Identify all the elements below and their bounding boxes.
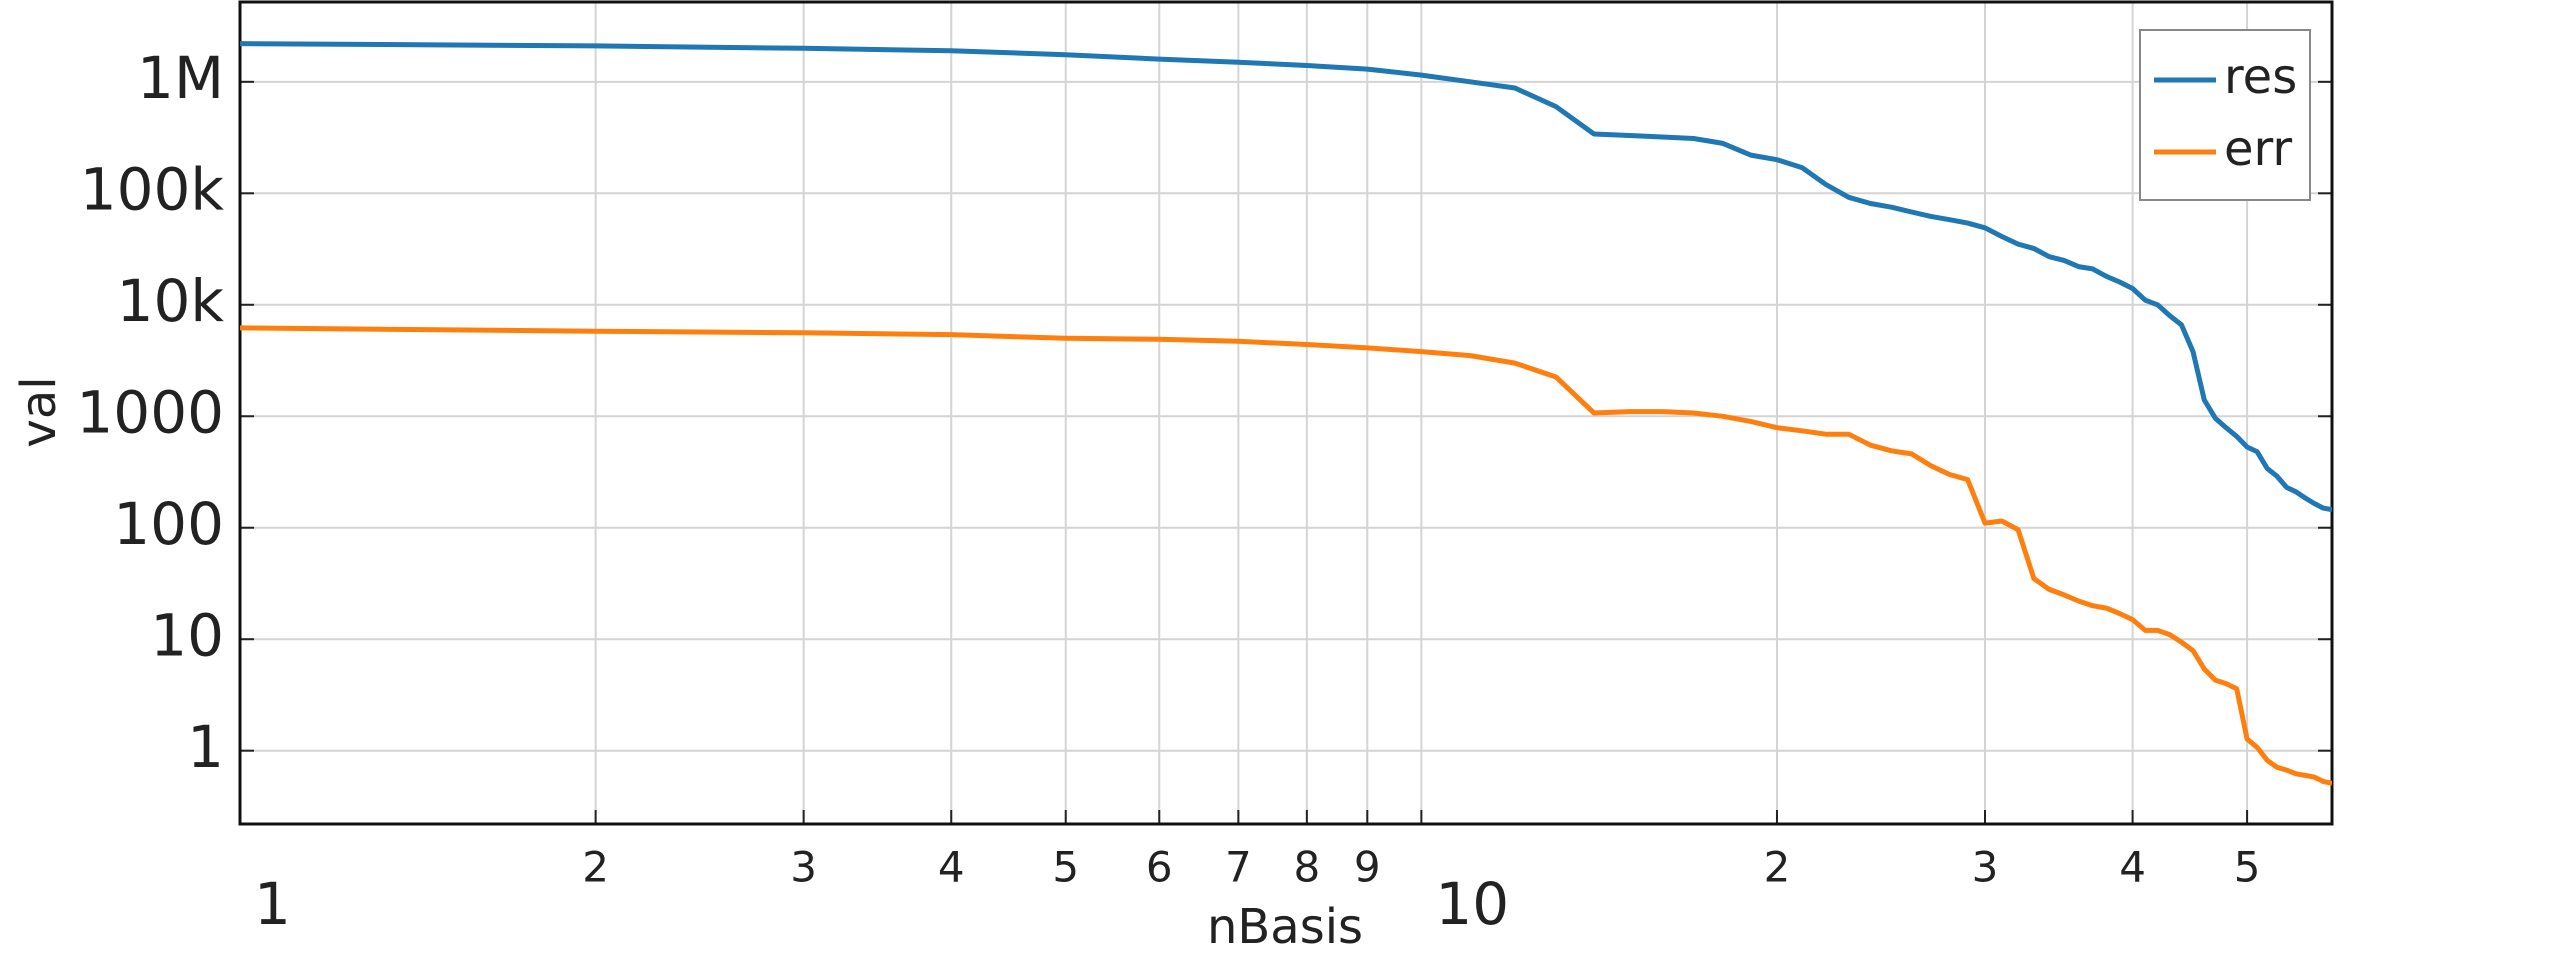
line-series	[240, 41, 2332, 513]
y-tick-label: 100	[113, 490, 224, 558]
x-tick-label: 1	[254, 870, 291, 938]
x-tick-label: 5	[1052, 843, 1079, 892]
y-tick-label: 1	[187, 713, 224, 781]
y-tick-label: 100k	[80, 155, 225, 223]
line-series	[240, 325, 2332, 786]
y-tick-label: 1M	[137, 44, 224, 112]
x-tick-label: 4	[2119, 843, 2146, 892]
legend-box	[2139, 29, 2311, 201]
x-tick-label: 3	[1972, 843, 1999, 892]
x-tick-label: 2	[582, 843, 609, 892]
x-tick-label: 10	[1435, 870, 1509, 938]
x-tick-label: 8	[1294, 843, 1321, 892]
x-axis-label: nBasis	[1207, 899, 1363, 955]
x-tick-label: 2	[1764, 843, 1791, 892]
legend-label: res	[2224, 49, 2297, 105]
y-axis-label: val	[11, 376, 67, 447]
x-tick-label: 3	[790, 843, 817, 892]
x-tick-label: 9	[1354, 843, 1381, 892]
x-tick-label: 6	[1146, 843, 1173, 892]
y-tick-label: 10	[150, 601, 224, 669]
plot-frame	[238, 0, 2334, 826]
x-tick-label: 4	[938, 843, 965, 892]
y-tick-label: 1000	[76, 378, 224, 446]
y-tick-label: 10k	[117, 267, 225, 335]
legend-label: err	[2224, 121, 2292, 177]
x-tick-label: 5	[2234, 843, 2261, 892]
x-tick-label: 7	[1225, 843, 1252, 892]
